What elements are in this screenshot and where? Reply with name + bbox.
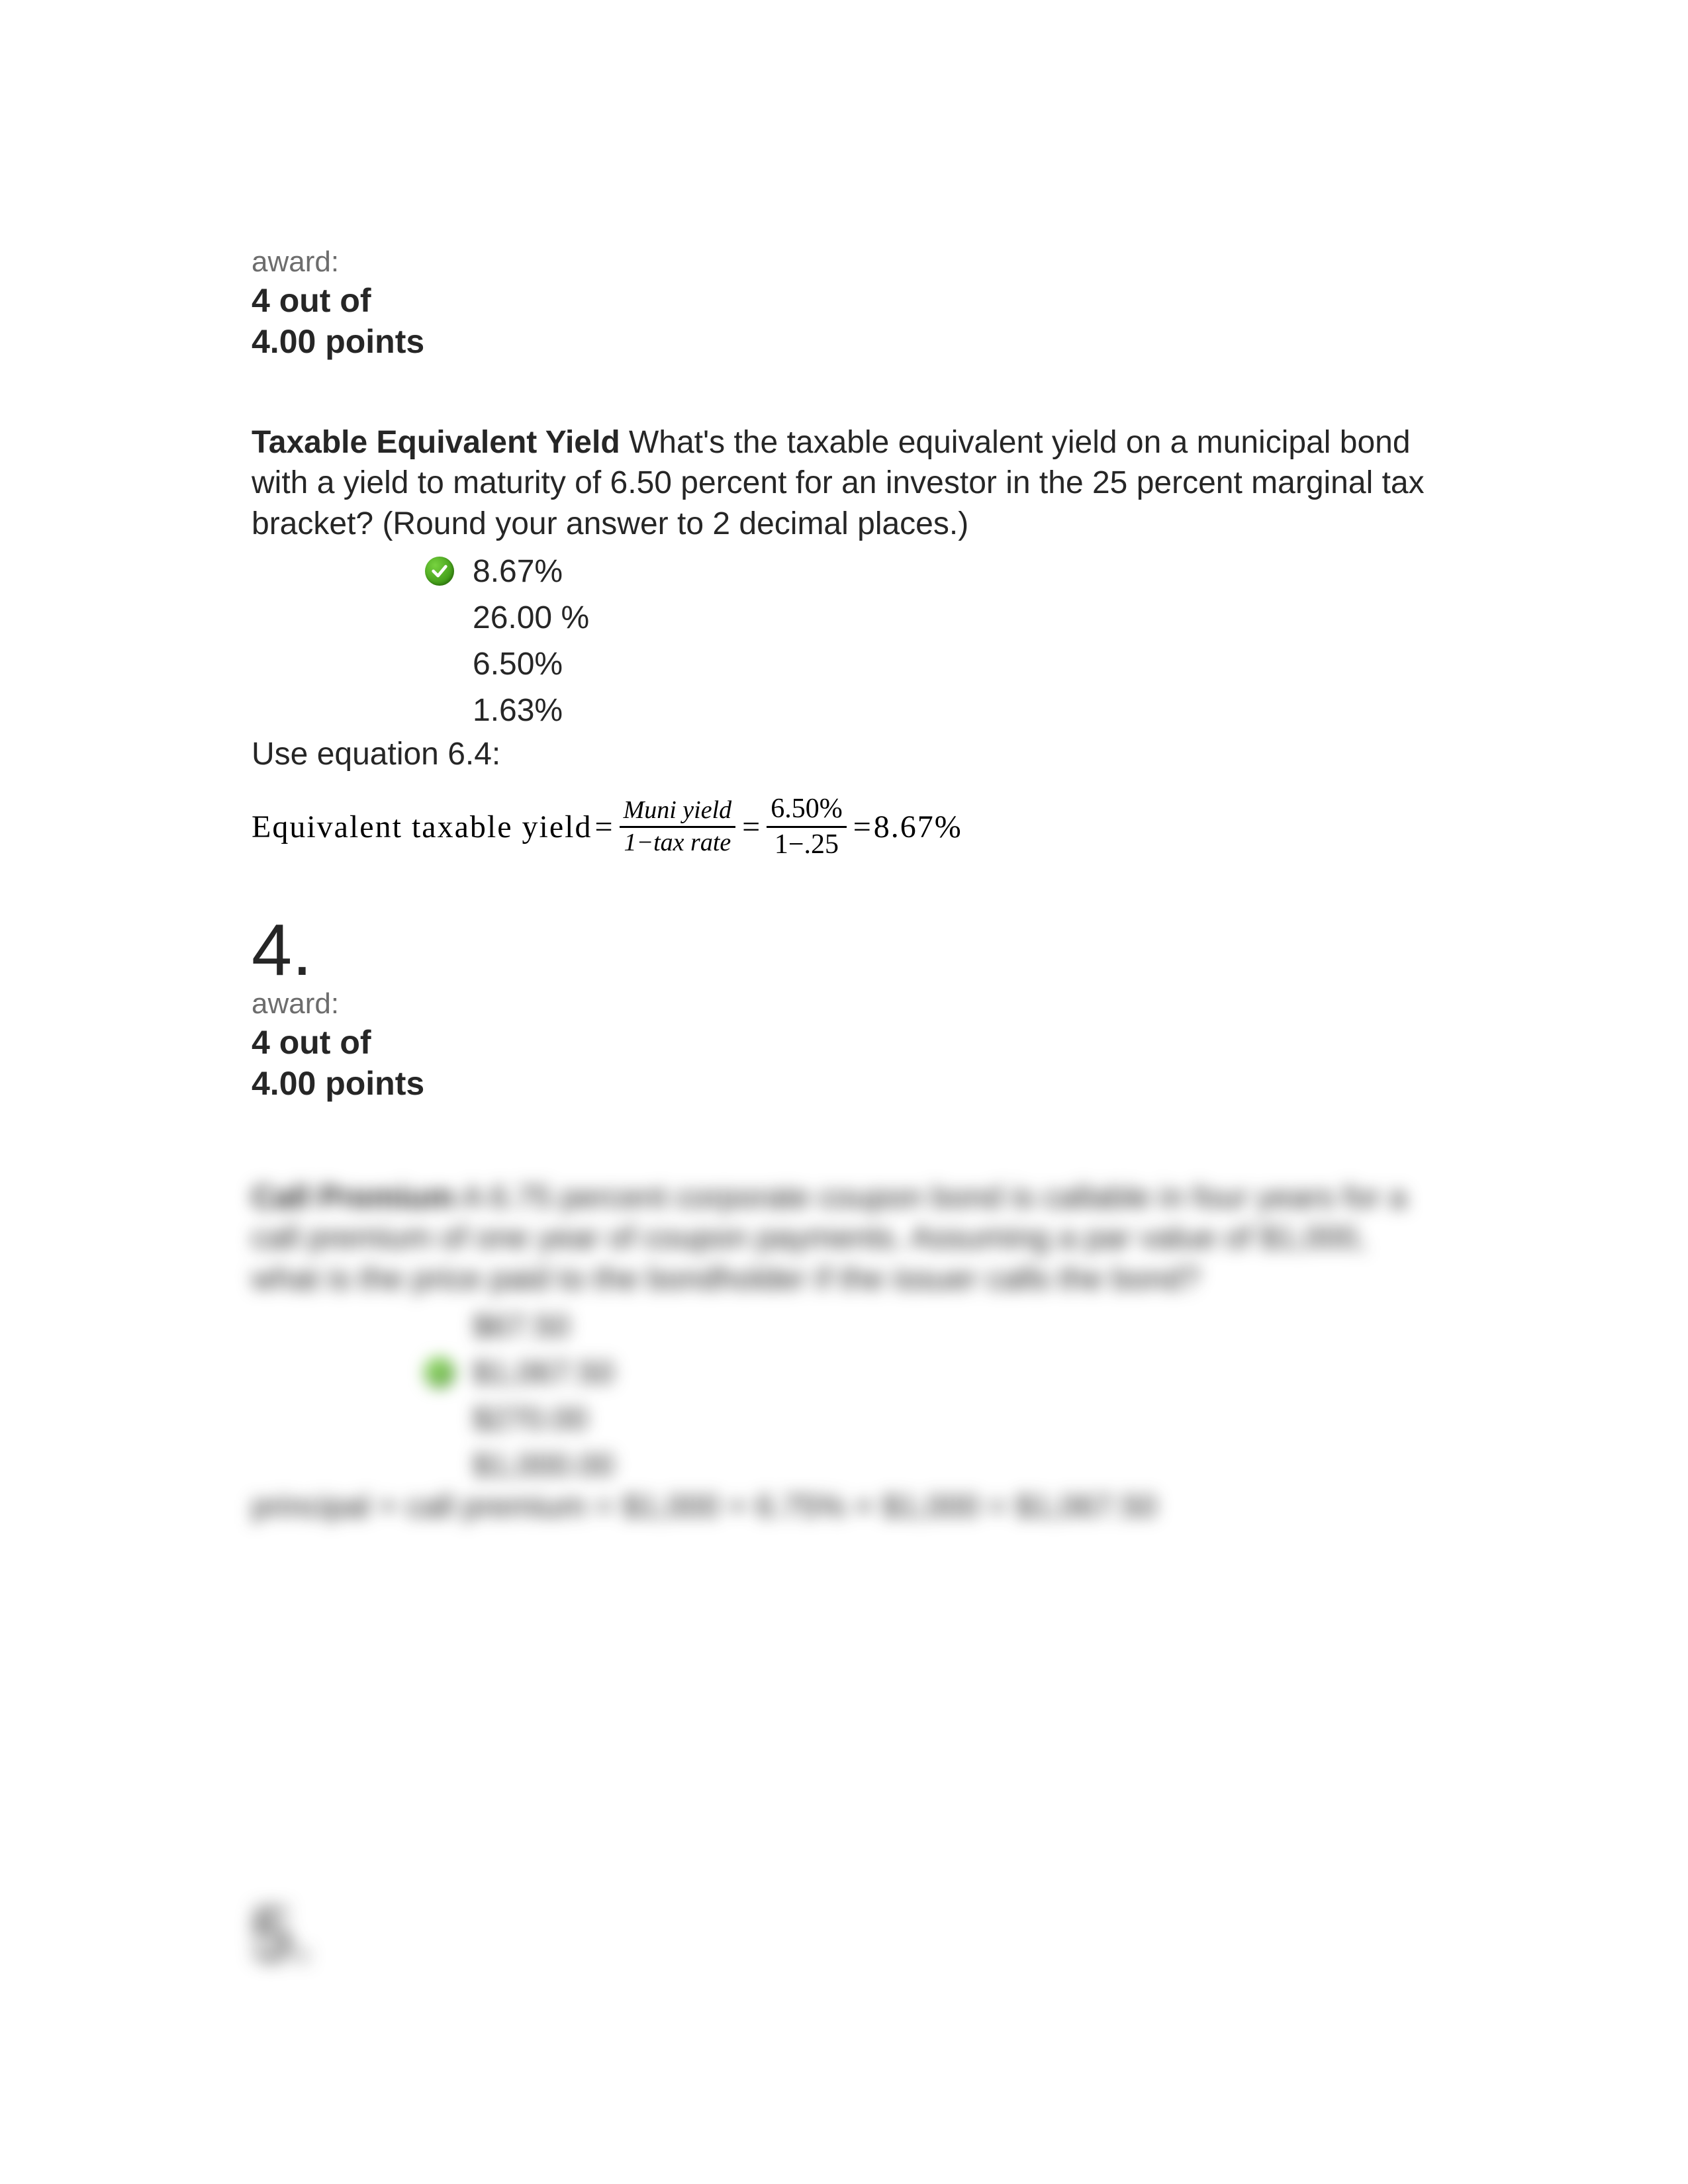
question-title: Taxable Equivalent Yield bbox=[252, 425, 620, 460]
option-text: $1,000.00 bbox=[473, 1447, 614, 1484]
equation-result: 8.67% bbox=[874, 809, 962, 845]
equation-lhs: Equivalent taxable yield bbox=[252, 809, 592, 845]
equation: Equivalent taxable yield = Muni yield 1−… bbox=[252, 792, 1436, 861]
award-points-line1: 4 out of bbox=[252, 1022, 1436, 1064]
answer-options: 8.67% 26.00 % 6.50% 1.63% bbox=[417, 548, 1436, 733]
answer-option: $1,067.50 bbox=[417, 1349, 1436, 1396]
blurred-preview: Call Premium A 6.75 percent corporate co… bbox=[252, 1177, 1436, 1525]
option-text: 1.63% bbox=[473, 692, 563, 729]
answer-option: $1,000.00 bbox=[417, 1442, 1436, 1488]
option-text: $270.00 bbox=[473, 1401, 588, 1437]
question-number: 4. bbox=[252, 914, 1436, 987]
denominator: 1−tax rate bbox=[620, 828, 735, 858]
option-text: 26.00 % bbox=[473, 600, 589, 636]
explanation-intro: Use equation 6.4: bbox=[252, 736, 1436, 772]
award-points-line2: 4.00 points bbox=[252, 321, 1436, 363]
answer-option: 8.67% bbox=[417, 548, 1436, 594]
fraction: 6.50% 1−.25 bbox=[767, 792, 847, 861]
award-label: award: bbox=[252, 987, 1436, 1022]
question-prompt-blurred: Call Premium A 6.75 percent corporate co… bbox=[252, 1177, 1430, 1299]
equals-sign: = bbox=[853, 809, 871, 845]
option-text: $67.50 bbox=[473, 1308, 570, 1345]
question-title: Call Premium bbox=[252, 1180, 455, 1215]
numerator: 6.50% bbox=[767, 792, 847, 825]
check-icon bbox=[425, 1358, 454, 1387]
answer-options-blurred: $67.50 $1,067.50 $270.00 $1,000.00 bbox=[417, 1303, 1436, 1488]
option-text: $1,067.50 bbox=[473, 1355, 614, 1391]
award-label: award: bbox=[252, 245, 1436, 280]
check-icon bbox=[425, 557, 454, 586]
answer-option: 1.63% bbox=[417, 687, 1436, 733]
icon-slot bbox=[417, 557, 454, 586]
document-page: award: 4 out of 4.00 points Taxable Equi… bbox=[0, 0, 1688, 1525]
fraction: Muni yield 1−tax rate bbox=[620, 796, 736, 858]
icon-slot bbox=[417, 1358, 454, 1387]
option-text: 6.50% bbox=[473, 646, 563, 682]
question-prompt: Taxable Equivalent Yield What's the taxa… bbox=[252, 422, 1430, 544]
numerator: Muni yield bbox=[620, 796, 736, 826]
award-points-line1: 4 out of bbox=[252, 280, 1436, 322]
explanation-blurred: principal + call premium = $1,000 + 6.75… bbox=[252, 1488, 1436, 1525]
award-points-line2: 4.00 points bbox=[252, 1063, 1436, 1105]
denominator: 1−.25 bbox=[771, 828, 843, 861]
answer-option: $270.00 bbox=[417, 1396, 1436, 1442]
answer-option: $67.50 bbox=[417, 1303, 1436, 1349]
answer-option: 26.00 % bbox=[417, 594, 1436, 641]
answer-option: 6.50% bbox=[417, 641, 1436, 687]
question-number-blurred: 5. bbox=[252, 1893, 312, 1977]
option-text: 8.67% bbox=[473, 553, 563, 590]
equals-sign: = bbox=[742, 809, 760, 845]
equals-sign: = bbox=[595, 809, 613, 845]
